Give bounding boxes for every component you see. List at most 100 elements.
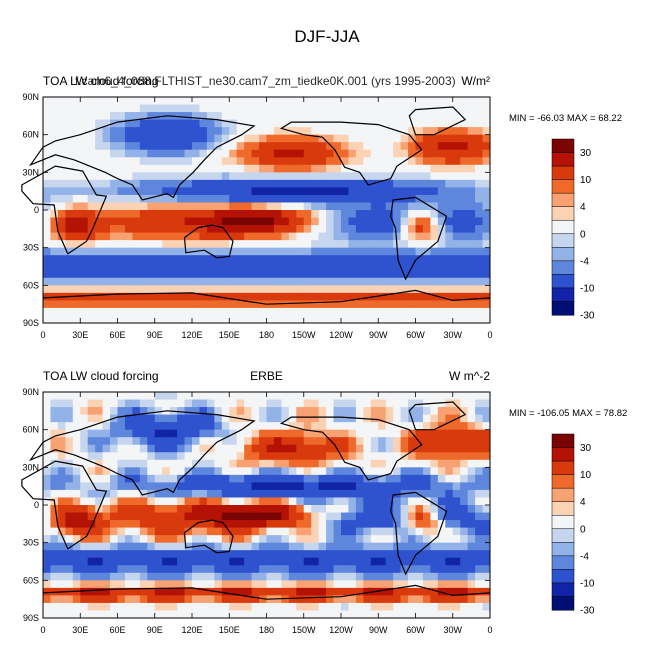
map-cell [370,164,379,173]
map-cell [355,489,364,498]
map-cell [102,452,111,461]
map-cell [460,527,469,536]
map-cell [162,527,171,536]
map-cell [124,565,133,574]
map-cell [281,315,290,324]
map-cell [65,97,74,105]
map-cell [348,505,357,513]
map-cell [50,134,59,143]
map-cell [124,270,133,279]
colorbar-segment [551,138,575,154]
map-cell [117,217,126,226]
map-cell [430,210,439,218]
map-cell [422,520,431,528]
x-tick-label: 120E [181,625,202,635]
map-cell [124,587,133,596]
map-cell [229,277,238,286]
map-cell [214,392,223,400]
map-cell [341,134,349,143]
map-cell [400,535,409,544]
map-cell [288,392,297,400]
map-cell [363,520,372,528]
map-cell [482,452,491,461]
map-cell [430,422,439,431]
map-cell [251,459,260,468]
map-cell [393,399,401,408]
map-cell [467,142,476,151]
map-cell [348,225,357,233]
map-cell [244,414,252,423]
map-cell [475,127,483,136]
map-cell [132,210,141,218]
map-cell [57,187,66,196]
map-cell [221,270,230,279]
map-cell [259,602,267,611]
map-cell [199,255,208,264]
map-cell [378,172,387,181]
map-cell [422,164,431,173]
map-cell [415,247,424,256]
map-cell [80,217,89,226]
map-cell [363,535,372,544]
map-cell [162,315,171,324]
map-cell [259,225,267,233]
map-cell [437,217,446,226]
map-cell [303,104,312,113]
map-cell [288,512,297,521]
map-cell [408,104,416,113]
map-cell [177,542,185,551]
map-cell [288,527,297,536]
map-cell [87,474,96,483]
map-cell [445,414,454,423]
map-cell [318,104,327,113]
map-cell [147,482,156,491]
map-cell [117,467,126,476]
map-cell [415,392,424,400]
colorbar-segment [551,287,575,303]
map-field [43,97,491,324]
map-cell [288,157,297,166]
map-cell [408,497,416,506]
map-cell [475,489,483,498]
coastline-3 [183,224,234,259]
map-cell [124,285,133,294]
map-cell [348,482,357,491]
map-cell [348,255,357,264]
map-cell [57,315,66,324]
map-cell [72,164,81,173]
map-cell [229,535,238,544]
map-cell [95,527,103,536]
map-cell [348,550,357,559]
map-cell [87,444,96,453]
map-cell [65,565,74,574]
map-cell [467,157,476,166]
map-cell [236,292,245,301]
map-cell [326,202,334,211]
map-cell [139,452,148,461]
y-tick-label: 60S [23,280,39,290]
map-cell [80,550,89,559]
map-cell [311,527,320,536]
map-cell [415,520,424,528]
map-cell [333,542,342,551]
map-cell [251,270,260,279]
map-cell [348,429,357,438]
map-cell [460,285,469,294]
map-cell [408,489,416,498]
map-cell [50,179,59,188]
colorbar-label: 30 [580,148,592,159]
map-cell [206,422,215,431]
map-cell [341,225,349,233]
map-cell [147,474,156,483]
map-cell [214,527,223,536]
map-cell [229,210,238,218]
map-cell [43,300,51,309]
map-cell [244,97,252,105]
map-cell [147,255,156,264]
map-cell [117,550,126,559]
map-cell [110,565,118,574]
map-cell [378,557,387,566]
map-cell [415,179,424,188]
map-cell [206,97,215,105]
map-cell [266,225,275,233]
